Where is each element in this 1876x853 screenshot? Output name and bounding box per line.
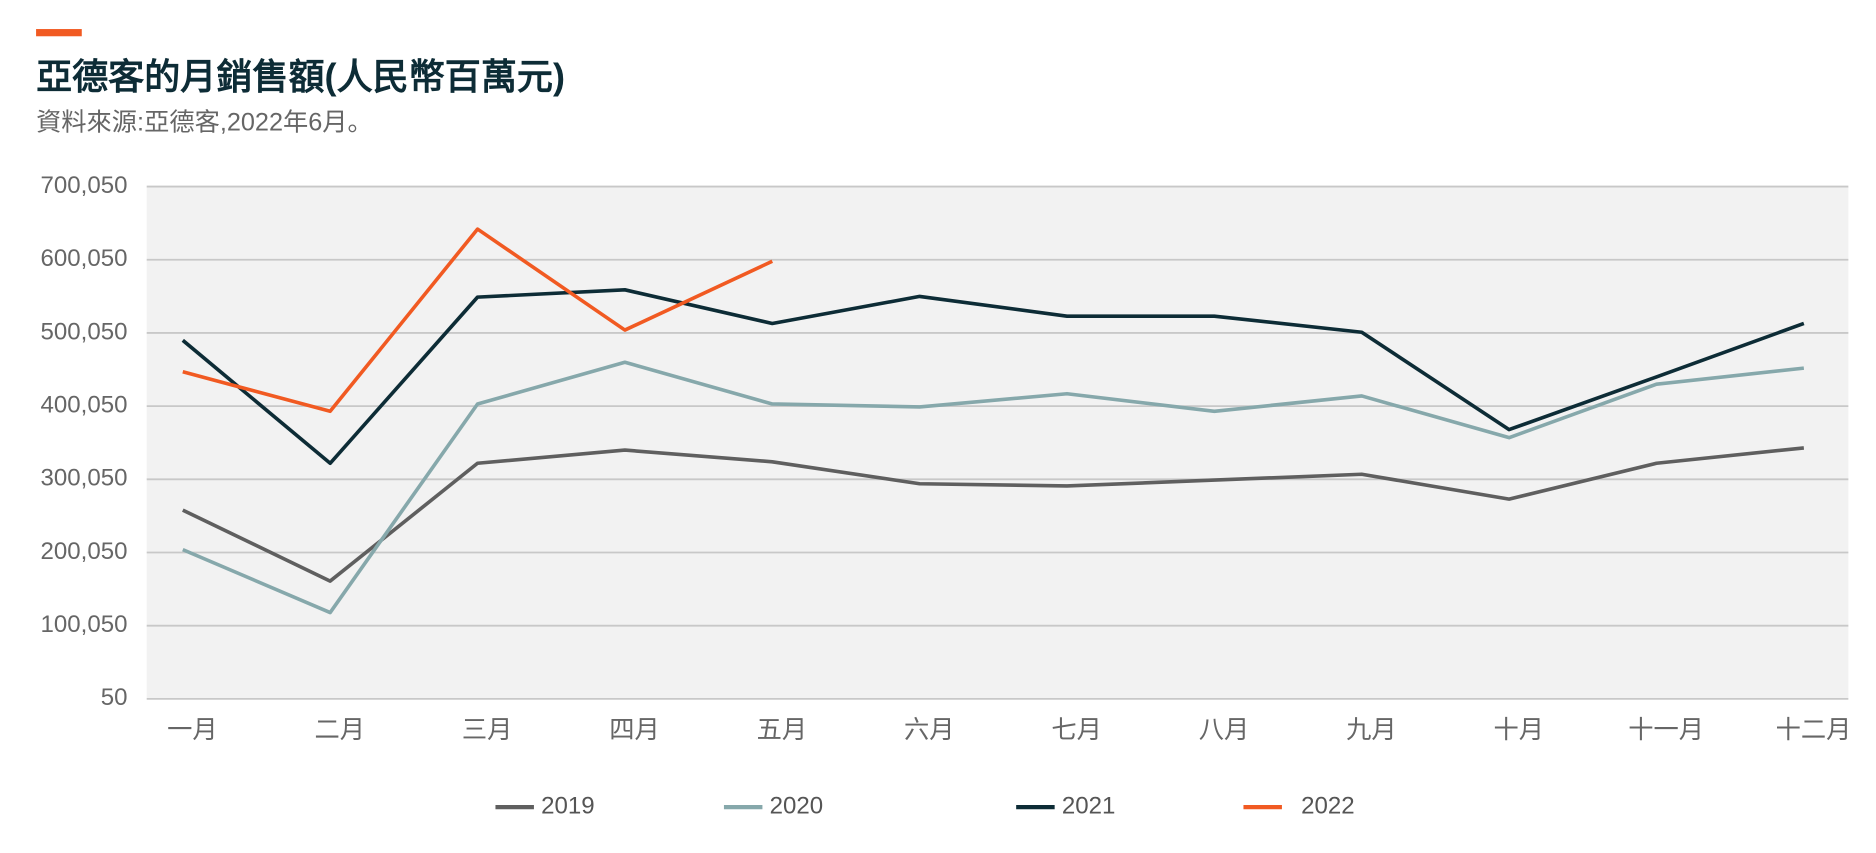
y-tick-label: 400,050 (41, 392, 128, 419)
plot-area (146, 186, 1849, 699)
x-tick-label: 四月 (609, 716, 660, 744)
legend-label: 2022 (1301, 792, 1355, 819)
x-tick-label: 一月 (167, 716, 218, 744)
line-series (181, 288, 1805, 466)
y-tick-label: 300,050 (41, 465, 128, 492)
legend-label: 2021 (1062, 792, 1116, 819)
y-tick-label: 50 (101, 684, 128, 711)
accent-bar (36, 29, 82, 37)
line-series (182, 227, 774, 414)
y-tick-label: 600,050 (41, 245, 128, 272)
x-tick-label: 十月 (1493, 716, 1544, 744)
y-tick-label: 500,050 (41, 318, 128, 345)
x-tick-label: 六月 (904, 716, 955, 744)
x-tick-label: 十二月 (1776, 716, 1852, 744)
x-tick-label: 二月 (315, 716, 365, 744)
y-tick-label: 100,050 (41, 611, 128, 638)
x-tick-label: 五月 (757, 716, 807, 744)
line-series (182, 446, 1805, 583)
chart-title: 亞德客的月銷售額(人民幣百萬元) (36, 56, 565, 97)
x-tick-label: 八月 (1199, 716, 1250, 744)
y-tick-label: 200,050 (41, 538, 128, 565)
chart-subtitle: 資料來源:亞德客,2022年6月。 (36, 109, 373, 137)
x-tick-label: 九月 (1346, 716, 1397, 744)
y-tick-label: 700,050 (41, 172, 128, 199)
legend-label: 2019 (541, 792, 595, 819)
line-series (182, 360, 1805, 615)
legend-label: 2020 (770, 792, 824, 819)
x-tick-label: 十一月 (1628, 716, 1704, 744)
x-tick-label: 三月 (462, 716, 513, 744)
x-tick-label: 七月 (1051, 716, 1102, 744)
